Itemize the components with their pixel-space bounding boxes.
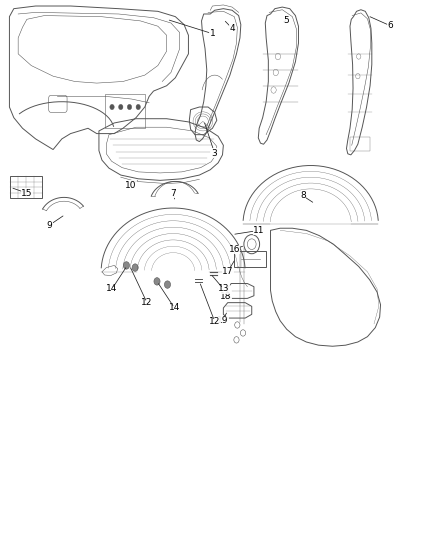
- Text: 8: 8: [300, 191, 306, 200]
- Text: 4: 4: [229, 24, 235, 33]
- Text: 3: 3: [212, 149, 218, 158]
- Text: 12: 12: [141, 298, 153, 307]
- Text: 18: 18: [220, 292, 231, 301]
- Text: 15: 15: [21, 189, 33, 198]
- Circle shape: [164, 281, 170, 288]
- Text: 14: 14: [106, 284, 118, 293]
- Circle shape: [110, 104, 114, 110]
- Circle shape: [119, 104, 123, 110]
- Text: 5: 5: [283, 16, 289, 25]
- Bar: [350, 138, 370, 151]
- Text: 11: 11: [254, 226, 265, 235]
- Text: 19: 19: [217, 316, 228, 325]
- Text: 16: 16: [229, 245, 240, 254]
- Text: 13: 13: [218, 284, 229, 293]
- Circle shape: [154, 278, 160, 285]
- Circle shape: [124, 262, 130, 269]
- Circle shape: [136, 104, 141, 110]
- Bar: [11, 176, 42, 198]
- Text: 12: 12: [209, 317, 220, 326]
- Bar: [234, 251, 266, 266]
- Circle shape: [127, 104, 132, 110]
- Text: 7: 7: [170, 189, 176, 198]
- Text: 6: 6: [387, 21, 393, 30]
- Text: 10: 10: [125, 181, 137, 190]
- Text: 17: 17: [222, 268, 233, 276]
- Text: 9: 9: [47, 221, 53, 230]
- Text: 1: 1: [209, 29, 215, 38]
- Text: 14: 14: [169, 303, 180, 312]
- Bar: [106, 94, 145, 128]
- Circle shape: [132, 264, 138, 271]
